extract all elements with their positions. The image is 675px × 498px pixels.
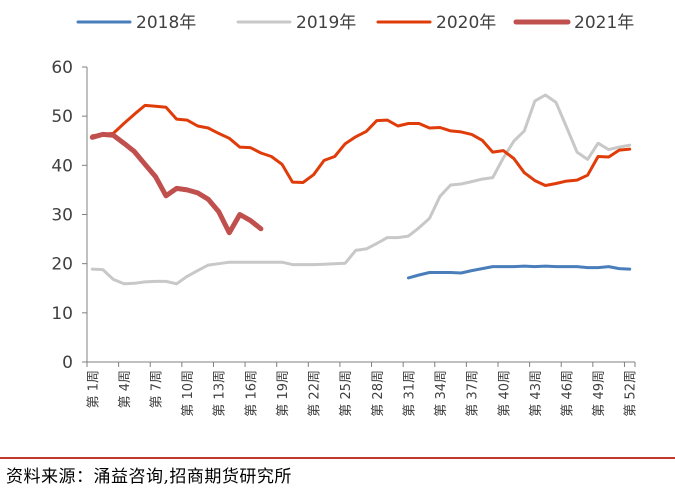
y-tick-label: 10 [51,304,73,324]
x-tick-label: 第 19周 [276,370,291,417]
series-line-2020年 [90,103,632,187]
series-line-2021年 [89,131,264,236]
x-tick-label: 第 52周 [624,370,639,417]
x-tick-label: 第 7周 [150,370,165,408]
x-tick-label: 第 37周 [466,370,481,417]
axes: 0 10 20 30 40 50 60 第 1周 第 4周 第 7周 第 10周 第 13周 第 16周… [51,58,638,417]
series-2018年 [406,264,632,280]
series-line-2019年 [90,93,632,286]
series-line-2018年 [406,264,632,280]
source-note: 资料来源：涌益咨询,招商期货研究所 [6,467,292,487]
x-tick-label: 第 46周 [561,370,576,417]
x-tick-label: 第 25周 [339,370,354,417]
plot-area [89,93,632,286]
y-tick-label: 0 [62,353,73,373]
y-tick-label: 60 [51,58,73,78]
legend-label: 2020年 [436,13,496,33]
x-tick-label: 第 10周 [181,370,196,417]
x-tick-label: 第 43周 [529,370,544,417]
legend-item: 2018年 [76,13,196,33]
x-tick-label: 第 22周 [308,370,323,417]
legend-label: 2018年 [136,13,196,33]
x-tick-label: 第 13周 [213,370,228,417]
y-tick-label: 20 [51,255,73,275]
x-tick-label: 第 1周 [86,370,101,408]
legend-item: 2020年 [376,13,496,33]
y-tick-label: 50 [51,107,73,127]
footer-rule [0,457,675,459]
series-2020年 [90,103,632,187]
series-2021年 [89,131,264,236]
y-tick-label: 40 [51,156,73,176]
legend: 2018年 2019年 2020年 2021年 [76,13,634,33]
x-tick-label: 第 40周 [497,370,512,417]
y-tick-label: 30 [51,206,73,226]
legend-item: 2021年 [513,13,634,33]
x-tick-label: 第 16周 [244,370,259,417]
x-tick-label: 第 4周 [118,370,133,408]
legend-item: 2019年 [236,13,356,33]
legend-label: 2019年 [296,13,356,33]
x-tick-label: 第 31周 [402,370,417,417]
legend-label: 2021年 [574,13,634,33]
x-tick-label: 第 28周 [371,370,386,417]
x-tick-label: 第 49周 [592,370,607,417]
x-tick-label: 第 34周 [434,370,449,417]
series-2019年 [90,93,632,286]
